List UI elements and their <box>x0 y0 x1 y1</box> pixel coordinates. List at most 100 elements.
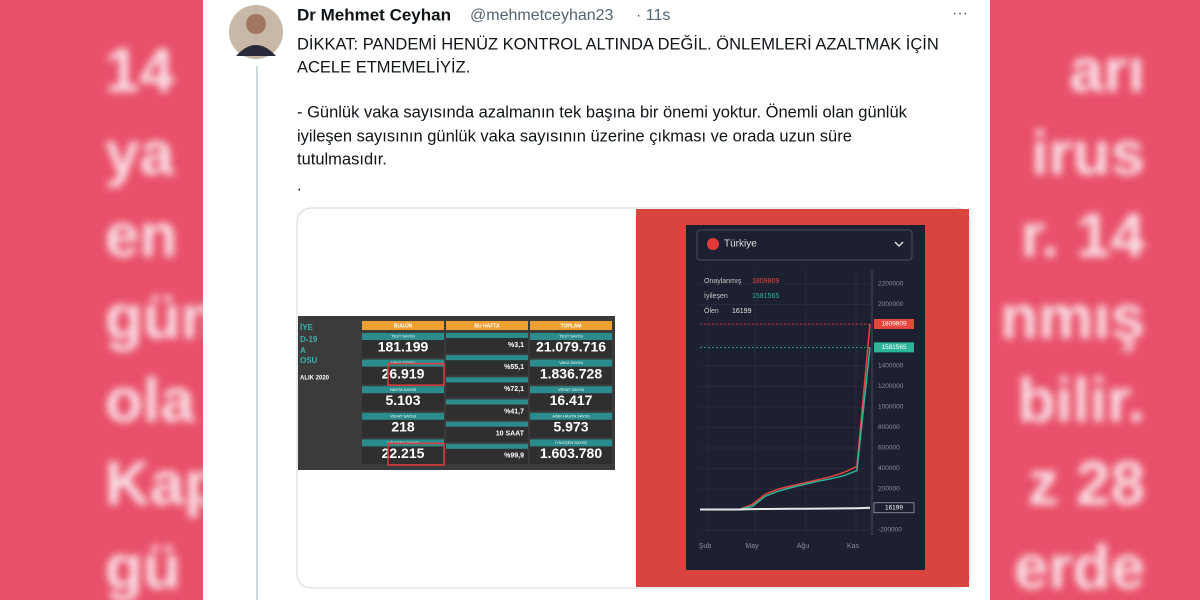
x-tick-label: Kas <box>847 543 860 550</box>
side-text: İYE <box>300 323 314 332</box>
legend-name: Ölen <box>704 307 719 315</box>
cell-strip <box>446 333 528 338</box>
bg-text: bilir. <box>1018 366 1145 435</box>
y-tick-label: 2000000 <box>878 301 904 308</box>
value-tag <box>873 502 915 514</box>
cell-label: TEST SAYISI <box>559 334 583 339</box>
bg-text: 14 <box>105 36 174 105</box>
legend-value: 1581565 <box>752 293 779 300</box>
bg-text: ya <box>105 119 174 188</box>
cell <box>446 443 528 464</box>
tweet-text: . <box>297 176 302 194</box>
header-text: BU HAFTA <box>474 323 500 329</box>
cell-label: TEST SAYISI <box>391 334 415 339</box>
selector: Türkiye <box>724 239 757 250</box>
y-tick-label: 1400000 <box>878 363 904 370</box>
avatar-suit <box>236 45 276 56</box>
author-name: Dr Mehmet Ceyhan <box>297 5 451 24</box>
cell-strip <box>530 386 612 394</box>
side-text: ALIK 2020 <box>300 376 330 382</box>
x-tick-label: May <box>745 543 759 550</box>
cell-strip <box>530 412 612 420</box>
header-cell <box>530 321 612 330</box>
legend-name: İyileşen <box>704 291 728 300</box>
blurred-text: 14 ya en gün ola Kap gü arı irus r. 14 nmış bilir. z… <box>105 36 1146 600</box>
side-text: D-19 <box>300 335 318 344</box>
cell-value: 10 SAAT <box>496 431 525 438</box>
highlight-box <box>387 362 445 386</box>
bg-text: arı <box>1069 36 1145 105</box>
cell-label: AĞIR HASTA SAYISI <box>552 413 589 418</box>
cell-label: HASTA SAYISI <box>390 387 417 392</box>
dropdown[interactable] <box>696 229 913 261</box>
cell-strip <box>530 333 612 340</box>
cell-value: %72,1 <box>504 386 524 393</box>
bg-text: en <box>105 201 177 270</box>
side-text: A <box>300 346 306 355</box>
bg-text: z 28 <box>1028 449 1145 518</box>
side-text: OSU <box>300 356 318 365</box>
cell <box>446 421 528 442</box>
bg-text: irus <box>1031 119 1145 188</box>
cell-value: 5.973 <box>553 419 588 435</box>
bg-text: ola <box>105 366 195 435</box>
y-tick-label: 400000 <box>878 465 900 472</box>
cell-value: 16.417 <box>550 392 593 408</box>
menu[interactable]: ··· <box>952 5 968 22</box>
cell-value: %41,7 <box>504 408 524 415</box>
cell-value: %99,9 <box>504 453 524 460</box>
value-tag-label: 16199 <box>885 505 903 512</box>
cell-strip <box>362 386 444 394</box>
cell-value: 21.079.716 <box>536 339 606 355</box>
header-cell <box>362 321 444 330</box>
cell-value: 22.215 <box>382 445 425 461</box>
y-tick-label: 600000 <box>878 445 900 452</box>
cell-label: İYİLEŞEN SAYISI <box>555 440 587 445</box>
series-line <box>700 506 871 511</box>
cell-label: VEFAT SAYISI <box>558 387 584 392</box>
cell <box>446 355 528 376</box>
cell-strip <box>362 412 444 420</box>
value-tag <box>874 318 914 329</box>
y-tick-label: 800000 <box>878 424 900 431</box>
bg-text: nmış <box>1000 283 1145 352</box>
cell-value: 5.103 <box>385 392 420 408</box>
bg-text: erde <box>1014 533 1145 600</box>
tweet-text: tutulmasıdır. <box>297 150 387 168</box>
timestamp: · 11s <box>636 7 670 24</box>
y-tick-label: 200000 <box>878 486 900 493</box>
x-tick-label: Ağu <box>797 543 810 550</box>
cell-label: VEFAT SAYISI <box>390 413 416 418</box>
tweet-text: DİKKAT: PANDEMİ HENÜZ KONTROL ALTINDA DE… <box>297 34 939 53</box>
y-tick-label: 1200000 <box>878 383 904 390</box>
flag <box>707 238 719 250</box>
cell-value: 1.603.780 <box>540 445 602 461</box>
value-tag <box>874 342 914 353</box>
cell-strip <box>446 377 528 383</box>
tweet-text: iyileşen sayısının günlük vaka sayısının… <box>297 127 852 145</box>
cell-value: %55,1 <box>504 364 524 371</box>
header-text: TOPLAM <box>560 323 581 329</box>
value-tag-label: 1809809 <box>881 321 907 328</box>
header-cell <box>446 321 528 330</box>
tweet-text: - Günlük vaka sayısında azalmanın tek ba… <box>297 103 908 121</box>
cell-strip <box>446 443 528 449</box>
bg-text: Kap <box>105 449 222 518</box>
legend-value: 16199 <box>732 308 752 315</box>
cell <box>446 333 528 354</box>
x-tick-label: Şub <box>699 543 712 550</box>
cell-value: 26.919 <box>382 365 425 381</box>
cell <box>446 377 528 398</box>
cell-value: 181.199 <box>378 339 429 355</box>
content: Dr Mehmet Ceyhan @mehmetceyhan23 · 11s ··· D… <box>297 5 968 550</box>
author-handle: @mehmetceyhan23 <box>470 7 614 24</box>
header-text: BUGÜN <box>394 322 413 329</box>
cell-label: VAKA SAYISI <box>559 360 583 365</box>
avatar-face <box>246 14 266 34</box>
y-tick-label: -200000 <box>878 527 902 534</box>
cell <box>446 399 528 420</box>
cell-strip <box>362 333 444 340</box>
cell-strip <box>446 355 528 361</box>
